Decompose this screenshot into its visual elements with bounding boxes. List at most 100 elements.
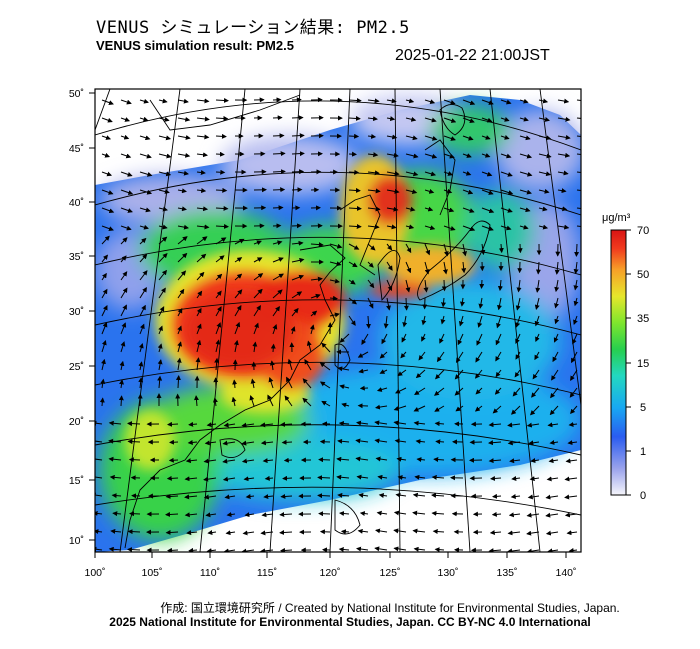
wind-arrow <box>454 387 464 396</box>
wind-arrow <box>241 548 255 552</box>
wind-arrow <box>488 440 502 446</box>
lon-label: 115˚ <box>257 567 277 579</box>
wind-arrow <box>383 315 389 329</box>
wind-arrow <box>215 187 228 193</box>
wind-arrow <box>196 98 210 104</box>
wind-arrow <box>474 405 483 412</box>
lat-label: 25˚ <box>69 361 84 373</box>
wind-arrow <box>272 151 286 157</box>
wind-arrow <box>291 291 303 299</box>
wind-arrow <box>443 117 457 123</box>
wind-arrow <box>481 99 494 105</box>
wind-arrow <box>158 287 166 299</box>
wind-arrow <box>574 243 580 257</box>
wind-arrow <box>545 494 559 500</box>
wind-arrow <box>203 476 217 482</box>
wind-arrow <box>101 305 108 317</box>
wind-arrow <box>516 279 522 293</box>
wind-arrow <box>203 494 217 500</box>
wind-arrow <box>206 548 217 552</box>
wind-arrow <box>234 257 243 263</box>
wind-arrow <box>386 224 397 230</box>
wind-arrow <box>462 117 475 123</box>
wind-arrow <box>110 528 122 534</box>
wind-arrow <box>557 134 571 140</box>
wind-arrow <box>394 438 407 444</box>
wind-arrow <box>367 206 381 212</box>
wind-arrow <box>479 279 485 289</box>
wind-arrow <box>244 512 255 518</box>
wind-arrow <box>393 510 407 516</box>
colorbar-unit: μg/m³ <box>602 212 631 224</box>
wind-arrow <box>291 169 305 175</box>
wind-arrow <box>158 269 168 281</box>
wind-arrow <box>272 324 278 335</box>
colorbar-tick: 15 <box>637 358 649 370</box>
wind-arrow <box>340 529 350 535</box>
wind-arrow <box>526 512 540 518</box>
wind-arrow <box>158 171 172 177</box>
wind-arrow <box>196 271 205 281</box>
wind-arrow <box>514 369 521 378</box>
wind-arrow <box>355 438 369 444</box>
wind-arrow <box>395 492 407 498</box>
wind-arrow <box>439 333 445 344</box>
wind-arrow <box>318 457 331 463</box>
wind-arrow <box>120 322 127 335</box>
wind-arrow <box>431 474 445 480</box>
wind-arrow <box>101 171 113 177</box>
wind-arrow <box>232 379 238 389</box>
wind-arrow <box>488 458 502 464</box>
wind-arrow <box>495 369 502 378</box>
concentration-field <box>95 89 581 552</box>
wind-arrow <box>167 421 179 427</box>
wind-arrow <box>569 387 578 398</box>
wind-arrow <box>177 206 187 212</box>
wind-arrow <box>416 457 426 463</box>
wind-arrow <box>157 359 163 371</box>
wind-arrow <box>576 225 581 227</box>
wind-arrow <box>280 547 293 552</box>
wind-arrow <box>374 438 388 444</box>
wind-arrow <box>165 493 179 499</box>
wind-arrow <box>567 440 578 446</box>
wind-arrow <box>120 99 132 105</box>
wind-arrow <box>376 510 388 516</box>
wind-arrow <box>253 288 263 299</box>
wind-arrow <box>405 206 416 212</box>
wind-arrow <box>480 243 486 256</box>
wind-arrow <box>222 440 236 446</box>
wind-arrow <box>474 369 483 379</box>
wind-arrow <box>120 153 132 159</box>
wind-arrow <box>535 279 541 293</box>
wind-arrow <box>291 274 305 281</box>
wind-arrow <box>253 322 259 335</box>
wind-arrow <box>500 134 510 140</box>
wind-arrow <box>554 261 560 275</box>
wind-arrow <box>476 333 483 346</box>
wind-arrow <box>488 548 502 552</box>
wind-arrow <box>109 474 122 480</box>
wind-arrow <box>268 376 274 389</box>
wind-arrow <box>139 323 145 335</box>
wind-arrow <box>414 474 426 480</box>
wind-arrow <box>249 395 255 407</box>
wind-arrow <box>187 439 198 445</box>
wind-arrow <box>424 135 438 141</box>
wind-arrow <box>405 261 412 274</box>
wind-arrow <box>139 270 148 281</box>
wind-arrow <box>526 422 540 428</box>
wind-arrow <box>519 189 532 195</box>
wind-arrow <box>534 297 540 310</box>
wind-arrow <box>196 224 210 230</box>
wind-arrow <box>434 405 445 412</box>
wind-arrow <box>243 476 255 482</box>
wind-arrow <box>260 530 274 536</box>
wind-arrow <box>101 235 110 245</box>
wind-arrow <box>554 279 560 293</box>
wind-arrow <box>196 152 208 158</box>
wind-arrow <box>95 510 103 516</box>
wind-arrow <box>165 511 179 517</box>
wind-arrow <box>538 153 552 159</box>
wind-arrow <box>434 547 445 552</box>
